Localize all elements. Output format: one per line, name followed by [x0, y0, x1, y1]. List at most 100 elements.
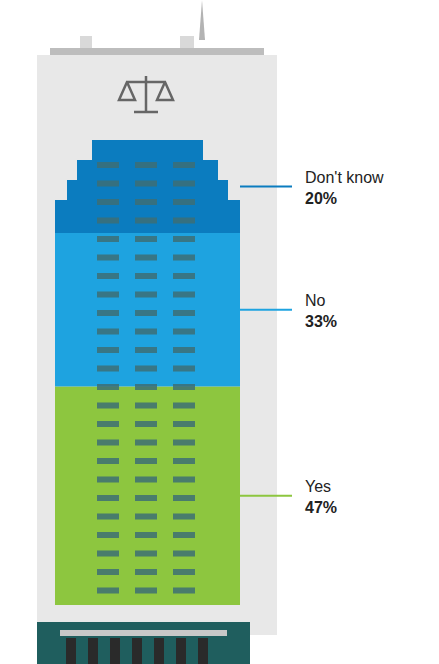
window [97, 606, 119, 612]
window [135, 366, 157, 372]
window [173, 329, 195, 335]
window [97, 440, 119, 446]
window [97, 421, 119, 427]
base-part [60, 630, 227, 636]
icon-part [126, 81, 166, 84]
leader-line [240, 495, 292, 497]
window [135, 162, 157, 168]
window [97, 458, 119, 464]
window [97, 551, 119, 557]
window [135, 606, 157, 612]
window [97, 236, 119, 242]
window [173, 477, 195, 483]
window [173, 421, 195, 427]
window [173, 569, 195, 575]
window [173, 514, 195, 520]
window [135, 329, 157, 335]
window [135, 477, 157, 483]
base-column [66, 638, 76, 664]
window [97, 532, 119, 538]
data-label: 47% [305, 499, 337, 516]
window [173, 384, 195, 390]
data-label: 20% [305, 190, 337, 207]
leader-line [240, 186, 292, 188]
window [173, 292, 195, 298]
icon-part [157, 82, 173, 100]
window [97, 588, 119, 594]
window [173, 199, 195, 205]
window [173, 162, 195, 168]
base-column [198, 638, 208, 664]
window [135, 514, 157, 520]
bar-segment [55, 140, 240, 233]
window [173, 532, 195, 538]
base-column [88, 638, 98, 664]
window [97, 329, 119, 335]
window [173, 588, 195, 594]
window [173, 255, 195, 261]
window [173, 440, 195, 446]
window [173, 458, 195, 464]
window [173, 347, 195, 353]
base-column [154, 638, 164, 664]
window [135, 495, 157, 501]
window [97, 181, 119, 187]
window [135, 569, 157, 575]
window [135, 532, 157, 538]
category-label: Yes [305, 478, 331, 495]
window [97, 514, 119, 520]
window [135, 347, 157, 353]
window [173, 495, 195, 501]
window [173, 551, 195, 557]
window [135, 273, 157, 279]
roof-block [180, 36, 194, 50]
leader-line [240, 309, 292, 311]
window [135, 255, 157, 261]
window [97, 384, 119, 390]
window [97, 292, 119, 298]
window [173, 403, 195, 409]
window [97, 366, 119, 372]
roof-block [80, 36, 92, 50]
base-column [176, 638, 186, 664]
base-column [132, 638, 142, 664]
window [97, 403, 119, 409]
window [135, 421, 157, 427]
window [97, 495, 119, 501]
window [173, 273, 195, 279]
window [97, 310, 119, 316]
antenna [199, 0, 205, 40]
window [135, 458, 157, 464]
window [97, 569, 119, 575]
bar-segment [55, 233, 240, 386]
window [173, 218, 195, 224]
bar-segment [55, 386, 240, 605]
data-label: 33% [305, 313, 337, 330]
category-label: Don't know [305, 169, 384, 186]
window [135, 588, 157, 594]
bars [55, 140, 240, 612]
window [135, 292, 157, 298]
window [135, 236, 157, 242]
window [173, 310, 195, 316]
window [173, 181, 195, 187]
window [97, 477, 119, 483]
icon-part [119, 82, 135, 100]
scales-icon [119, 76, 173, 112]
window [173, 366, 195, 372]
window [135, 403, 157, 409]
base-column [110, 638, 120, 664]
roof [50, 48, 264, 55]
category-label: No [305, 292, 326, 309]
tower [37, 55, 277, 635]
window [135, 181, 157, 187]
window [97, 347, 119, 353]
window [97, 199, 119, 205]
window [135, 218, 157, 224]
icon-part [134, 111, 158, 114]
window [97, 218, 119, 224]
window [135, 551, 157, 557]
window [135, 384, 157, 390]
window [97, 255, 119, 261]
window [97, 162, 119, 168]
